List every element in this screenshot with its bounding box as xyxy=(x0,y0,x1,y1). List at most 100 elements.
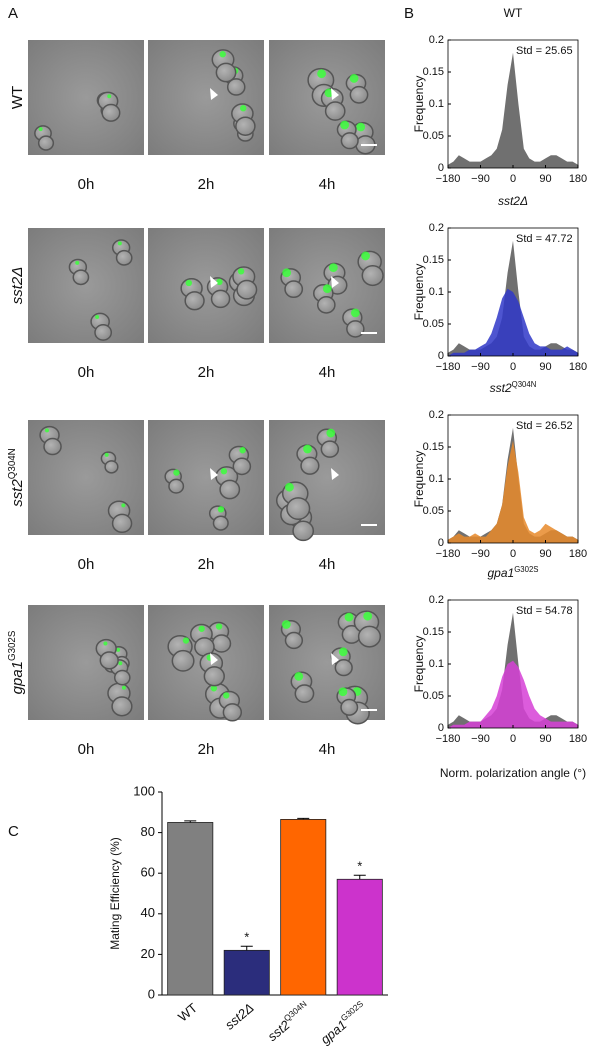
chart-title: sst2Δ xyxy=(498,194,528,208)
cell xyxy=(361,264,384,287)
x-tick-label-base: WT xyxy=(175,1000,200,1025)
cell xyxy=(111,513,133,534)
x-tick-label: gpa1G302S xyxy=(317,999,371,1048)
x-tick-label: 90 xyxy=(539,361,551,373)
chart-title-base: WT xyxy=(504,6,523,20)
time-label: 4h xyxy=(319,364,336,381)
y-tick-label: 0.15 xyxy=(423,66,444,78)
fluorescence xyxy=(303,444,312,454)
time-label: 0h xyxy=(78,741,95,758)
arrowhead xyxy=(210,88,218,100)
time-label: 2h xyxy=(198,364,215,381)
fluorescence xyxy=(216,278,223,286)
strain-label-base: gpa1 xyxy=(9,661,26,694)
chart-title-superscript: G302S xyxy=(514,565,538,574)
x-tick-label: −180 xyxy=(436,361,461,373)
panel-label: B xyxy=(404,5,414,22)
arrowhead xyxy=(331,653,339,665)
strain-label: sst2Δ xyxy=(9,267,26,305)
bar xyxy=(223,949,270,996)
x-tick-label: −180 xyxy=(436,173,461,185)
x-tick-label: sst2Δ xyxy=(222,1000,257,1032)
fluorescence xyxy=(104,452,109,457)
chart-title: WT xyxy=(504,6,523,20)
error-bar xyxy=(184,820,197,823)
cell xyxy=(211,634,232,653)
x-tick-label: 0 xyxy=(510,733,516,745)
fluorescence xyxy=(324,88,334,98)
arrowhead xyxy=(331,276,339,288)
cell xyxy=(340,698,359,716)
x-tick-label-base: sst2Δ xyxy=(222,1000,257,1032)
y-tick-label: 0.1 xyxy=(429,98,444,110)
strain-label: gpa1G302S xyxy=(7,630,26,694)
x-tick-label: 90 xyxy=(539,733,551,745)
fluorescence xyxy=(356,122,366,132)
y-tick-label: 0.05 xyxy=(423,690,444,702)
cell xyxy=(168,478,185,494)
fluorescence xyxy=(328,263,338,273)
fluorescence xyxy=(338,647,348,657)
time-label: 2h xyxy=(198,556,215,573)
fluorescence xyxy=(121,503,126,508)
chart-title-base: sst2 xyxy=(490,381,512,395)
fluorescence xyxy=(198,625,205,632)
significance-mark: * xyxy=(244,930,249,945)
strain-label: sst2Q304N xyxy=(7,448,26,506)
bar xyxy=(280,819,327,996)
fluorescence xyxy=(322,284,332,294)
y-tick-label: 0 xyxy=(438,722,444,734)
y-tick-label: 60 xyxy=(141,865,155,880)
y-tick-label: 0.2 xyxy=(429,222,444,234)
cell xyxy=(346,320,365,338)
strain-label-base: sst2 xyxy=(9,479,26,507)
fluorescence xyxy=(118,661,123,666)
fluorescence xyxy=(294,671,304,681)
arrowhead xyxy=(210,653,218,665)
histogram-area xyxy=(448,288,578,356)
annotation: Std = 54.78 xyxy=(516,605,573,617)
strain-label-superscript: Q304N xyxy=(7,448,18,479)
strain-label-superscript: G302S xyxy=(7,630,18,661)
cell xyxy=(101,103,121,122)
error-bar xyxy=(297,817,310,820)
cell xyxy=(226,78,246,96)
x-tick-label: 0 xyxy=(510,173,516,185)
fluorescence xyxy=(237,268,245,275)
x-tick-label: −180 xyxy=(436,548,461,560)
strain-label: WT xyxy=(9,86,26,109)
fluorescence xyxy=(38,127,43,132)
x-axis-label: Norm. polarization angle (°) xyxy=(440,766,586,780)
fluorescence xyxy=(173,469,180,476)
y-tick-label: 0.05 xyxy=(423,130,444,142)
fluorescence xyxy=(317,69,326,79)
bar xyxy=(167,822,214,996)
x-tick-label-superscript: Q304N xyxy=(282,999,309,1024)
x-tick-label: 90 xyxy=(539,173,551,185)
y-axis-label: Frequency xyxy=(412,451,426,508)
cell xyxy=(222,703,243,722)
x-tick-label: −90 xyxy=(471,361,490,373)
cell xyxy=(115,249,133,266)
y-tick-label: 0.05 xyxy=(423,505,444,517)
y-tick-label: 0 xyxy=(438,537,444,549)
significance-mark: * xyxy=(357,859,362,874)
cell xyxy=(210,289,231,309)
fluorescence xyxy=(103,641,108,646)
fluorescence xyxy=(239,447,246,454)
fluorescence xyxy=(282,268,292,278)
fluorescence xyxy=(217,506,225,513)
y-axis-label: Frequency xyxy=(412,76,426,133)
cell xyxy=(72,269,90,286)
y-tick-label: 0.15 xyxy=(423,441,444,453)
cell xyxy=(349,85,369,104)
cell xyxy=(184,291,205,311)
chart-title-superscript: Q304N xyxy=(512,380,537,389)
x-tick-label: 180 xyxy=(569,361,587,373)
fluorescence xyxy=(95,315,100,320)
error-bar xyxy=(353,874,366,880)
x-tick-label: 180 xyxy=(569,173,587,185)
fluorescence xyxy=(116,647,121,652)
cell xyxy=(113,669,131,686)
